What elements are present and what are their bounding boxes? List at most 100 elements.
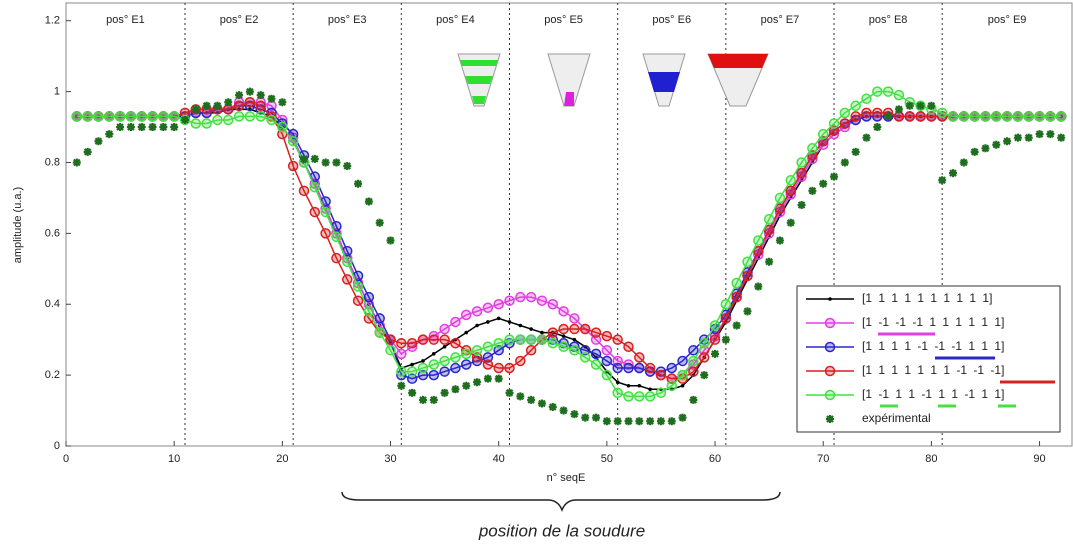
data-point xyxy=(797,201,806,210)
data-point xyxy=(190,118,202,129)
data-point xyxy=(612,334,623,345)
legend-label: [1 -1 1 1 -1 1 1 -1 1 1] xyxy=(862,387,1004,401)
data-point xyxy=(743,307,752,316)
data-point xyxy=(136,111,147,122)
region-label: pos° E8 xyxy=(869,14,908,26)
data-point xyxy=(309,182,321,193)
data-point xyxy=(637,383,642,388)
data-point xyxy=(872,107,883,119)
data-point xyxy=(709,320,721,331)
data-point xyxy=(862,133,871,142)
y-tick-label: 0.6 xyxy=(45,227,60,239)
cone-band xyxy=(460,60,498,104)
data-point xyxy=(980,111,991,122)
data-point xyxy=(493,298,504,310)
data-point xyxy=(808,186,817,195)
data-point xyxy=(558,306,569,317)
data-point xyxy=(958,111,970,122)
data-point xyxy=(408,388,417,397)
data-point xyxy=(321,158,330,167)
data-point xyxy=(352,295,364,306)
data-point xyxy=(666,380,678,392)
data-point xyxy=(104,111,115,122)
data-point xyxy=(569,345,580,356)
data-point xyxy=(872,111,883,122)
data-point xyxy=(471,352,483,363)
data-point xyxy=(634,352,645,363)
data-point xyxy=(375,218,384,227)
data-point xyxy=(212,114,223,126)
data-point xyxy=(624,417,633,426)
data-point xyxy=(277,121,288,133)
data-point xyxy=(602,417,611,426)
data-point xyxy=(732,321,741,330)
data-point xyxy=(666,373,678,384)
data-point xyxy=(343,162,352,171)
x-tick-label: 80 xyxy=(925,453,937,465)
data-point xyxy=(905,101,914,110)
data-point xyxy=(493,337,504,349)
data-point xyxy=(644,362,656,374)
data-point xyxy=(515,355,526,367)
legend-label: [1 1 1 1 -1 -1 -1 1 1 1] xyxy=(862,339,1004,353)
data-point xyxy=(774,192,786,204)
cone-band xyxy=(708,54,768,68)
data-point xyxy=(410,362,414,367)
data-point xyxy=(363,291,375,303)
data-point xyxy=(235,91,244,100)
data-point xyxy=(646,417,655,426)
data-point xyxy=(515,334,526,345)
data-point xyxy=(1012,111,1024,122)
data-point xyxy=(830,172,839,181)
data-point xyxy=(428,334,440,345)
data-point xyxy=(440,388,449,397)
data-point xyxy=(428,369,440,381)
data-point xyxy=(442,344,447,349)
data-point xyxy=(213,101,222,110)
data-point xyxy=(75,114,79,119)
data-point xyxy=(417,362,429,374)
data-point xyxy=(1001,111,1013,122)
data-point xyxy=(590,348,602,360)
data-point xyxy=(529,327,533,331)
data-point xyxy=(839,118,851,129)
data-point xyxy=(496,316,501,321)
data-point xyxy=(667,417,676,426)
legend-marker xyxy=(824,365,836,377)
data-point xyxy=(71,111,83,122)
y-tick-label: 1 xyxy=(54,86,60,98)
data-point xyxy=(720,313,732,324)
data-point xyxy=(635,417,644,426)
data-point xyxy=(698,337,710,349)
data-point xyxy=(656,417,665,426)
data-point xyxy=(233,100,245,112)
data-point xyxy=(615,380,620,385)
data-point xyxy=(753,245,764,257)
data-point xyxy=(266,114,277,126)
data-point xyxy=(137,123,146,132)
data-point xyxy=(547,327,559,338)
data-point xyxy=(298,185,310,197)
data-point xyxy=(310,154,319,163)
data-point xyxy=(417,369,429,381)
data-point xyxy=(1024,133,1033,142)
data-point xyxy=(623,359,634,370)
x-tick-label: 30 xyxy=(384,453,396,465)
data-point xyxy=(504,362,515,374)
legend-label: expérimental xyxy=(862,411,931,425)
data-point xyxy=(786,218,795,227)
x-tick-label: 70 xyxy=(817,453,829,465)
data-point xyxy=(537,399,546,408)
data-point xyxy=(969,111,980,122)
data-point xyxy=(884,112,893,121)
data-point xyxy=(202,101,211,110)
data-point xyxy=(450,362,461,374)
data-point xyxy=(742,270,753,282)
data-point xyxy=(460,348,472,360)
data-point xyxy=(754,282,763,291)
data-point xyxy=(763,224,775,236)
data-point xyxy=(331,231,342,243)
data-point xyxy=(364,197,373,206)
region-label: pos° E7 xyxy=(761,14,800,26)
data-point xyxy=(861,107,872,119)
